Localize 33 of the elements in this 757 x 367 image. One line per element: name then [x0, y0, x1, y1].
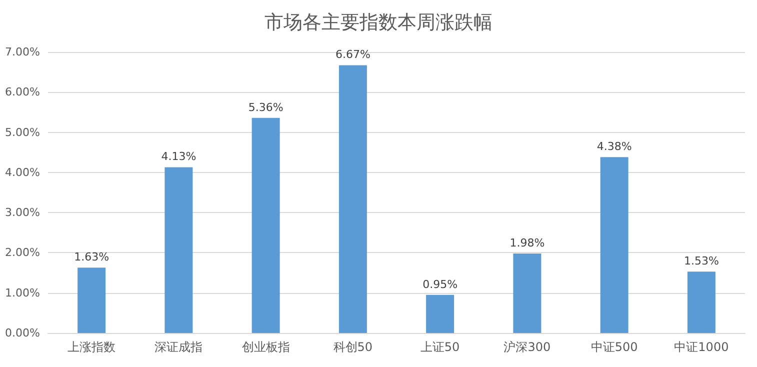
data-label: 4.38% [596, 140, 632, 154]
data-label: 1.98% [510, 236, 545, 250]
bar [78, 268, 106, 333]
bar [338, 65, 367, 333]
x-tick-label: 创业板指 [242, 340, 290, 354]
bar [513, 254, 542, 333]
x-tick-label: 中证1000 [674, 340, 729, 354]
y-tick-label: 5.00% [5, 126, 40, 139]
x-tick-label: 深证成指 [154, 340, 203, 354]
data-label: 1.63% [74, 250, 110, 264]
data-label: 1.53% [684, 254, 719, 268]
data-label: 6.67% [335, 48, 370, 62]
y-tick-label: 6.00% [5, 86, 40, 99]
y-tick-label: 7.00% [5, 46, 40, 58]
bar [252, 118, 280, 333]
x-tick-label: 上证50 [420, 340, 460, 354]
bar [164, 167, 193, 333]
bar [687, 272, 716, 333]
data-label: 0.95% [422, 278, 458, 291]
data-label: 5.36% [248, 100, 284, 114]
y-tick-label: 2.00% [5, 246, 40, 260]
y-tick-label: 1.00% [5, 286, 40, 300]
bar [426, 294, 454, 333]
chart-title: 市场各主要指数本周涨跌幅 [264, 12, 492, 34]
x-tick-label: 沪深300 [504, 340, 551, 354]
x-tick-label: 上涨指数 [68, 340, 116, 354]
bar [600, 157, 628, 333]
data-label: 4.13% [161, 150, 196, 164]
y-tick-label: 0.00% [5, 326, 40, 340]
x-tick-label: 科创50 [333, 340, 373, 354]
y-tick-label: 4.00% [5, 166, 40, 179]
x-tick-label: 中证500 [590, 340, 638, 354]
y-tick-label: 3.00% [5, 206, 40, 220]
